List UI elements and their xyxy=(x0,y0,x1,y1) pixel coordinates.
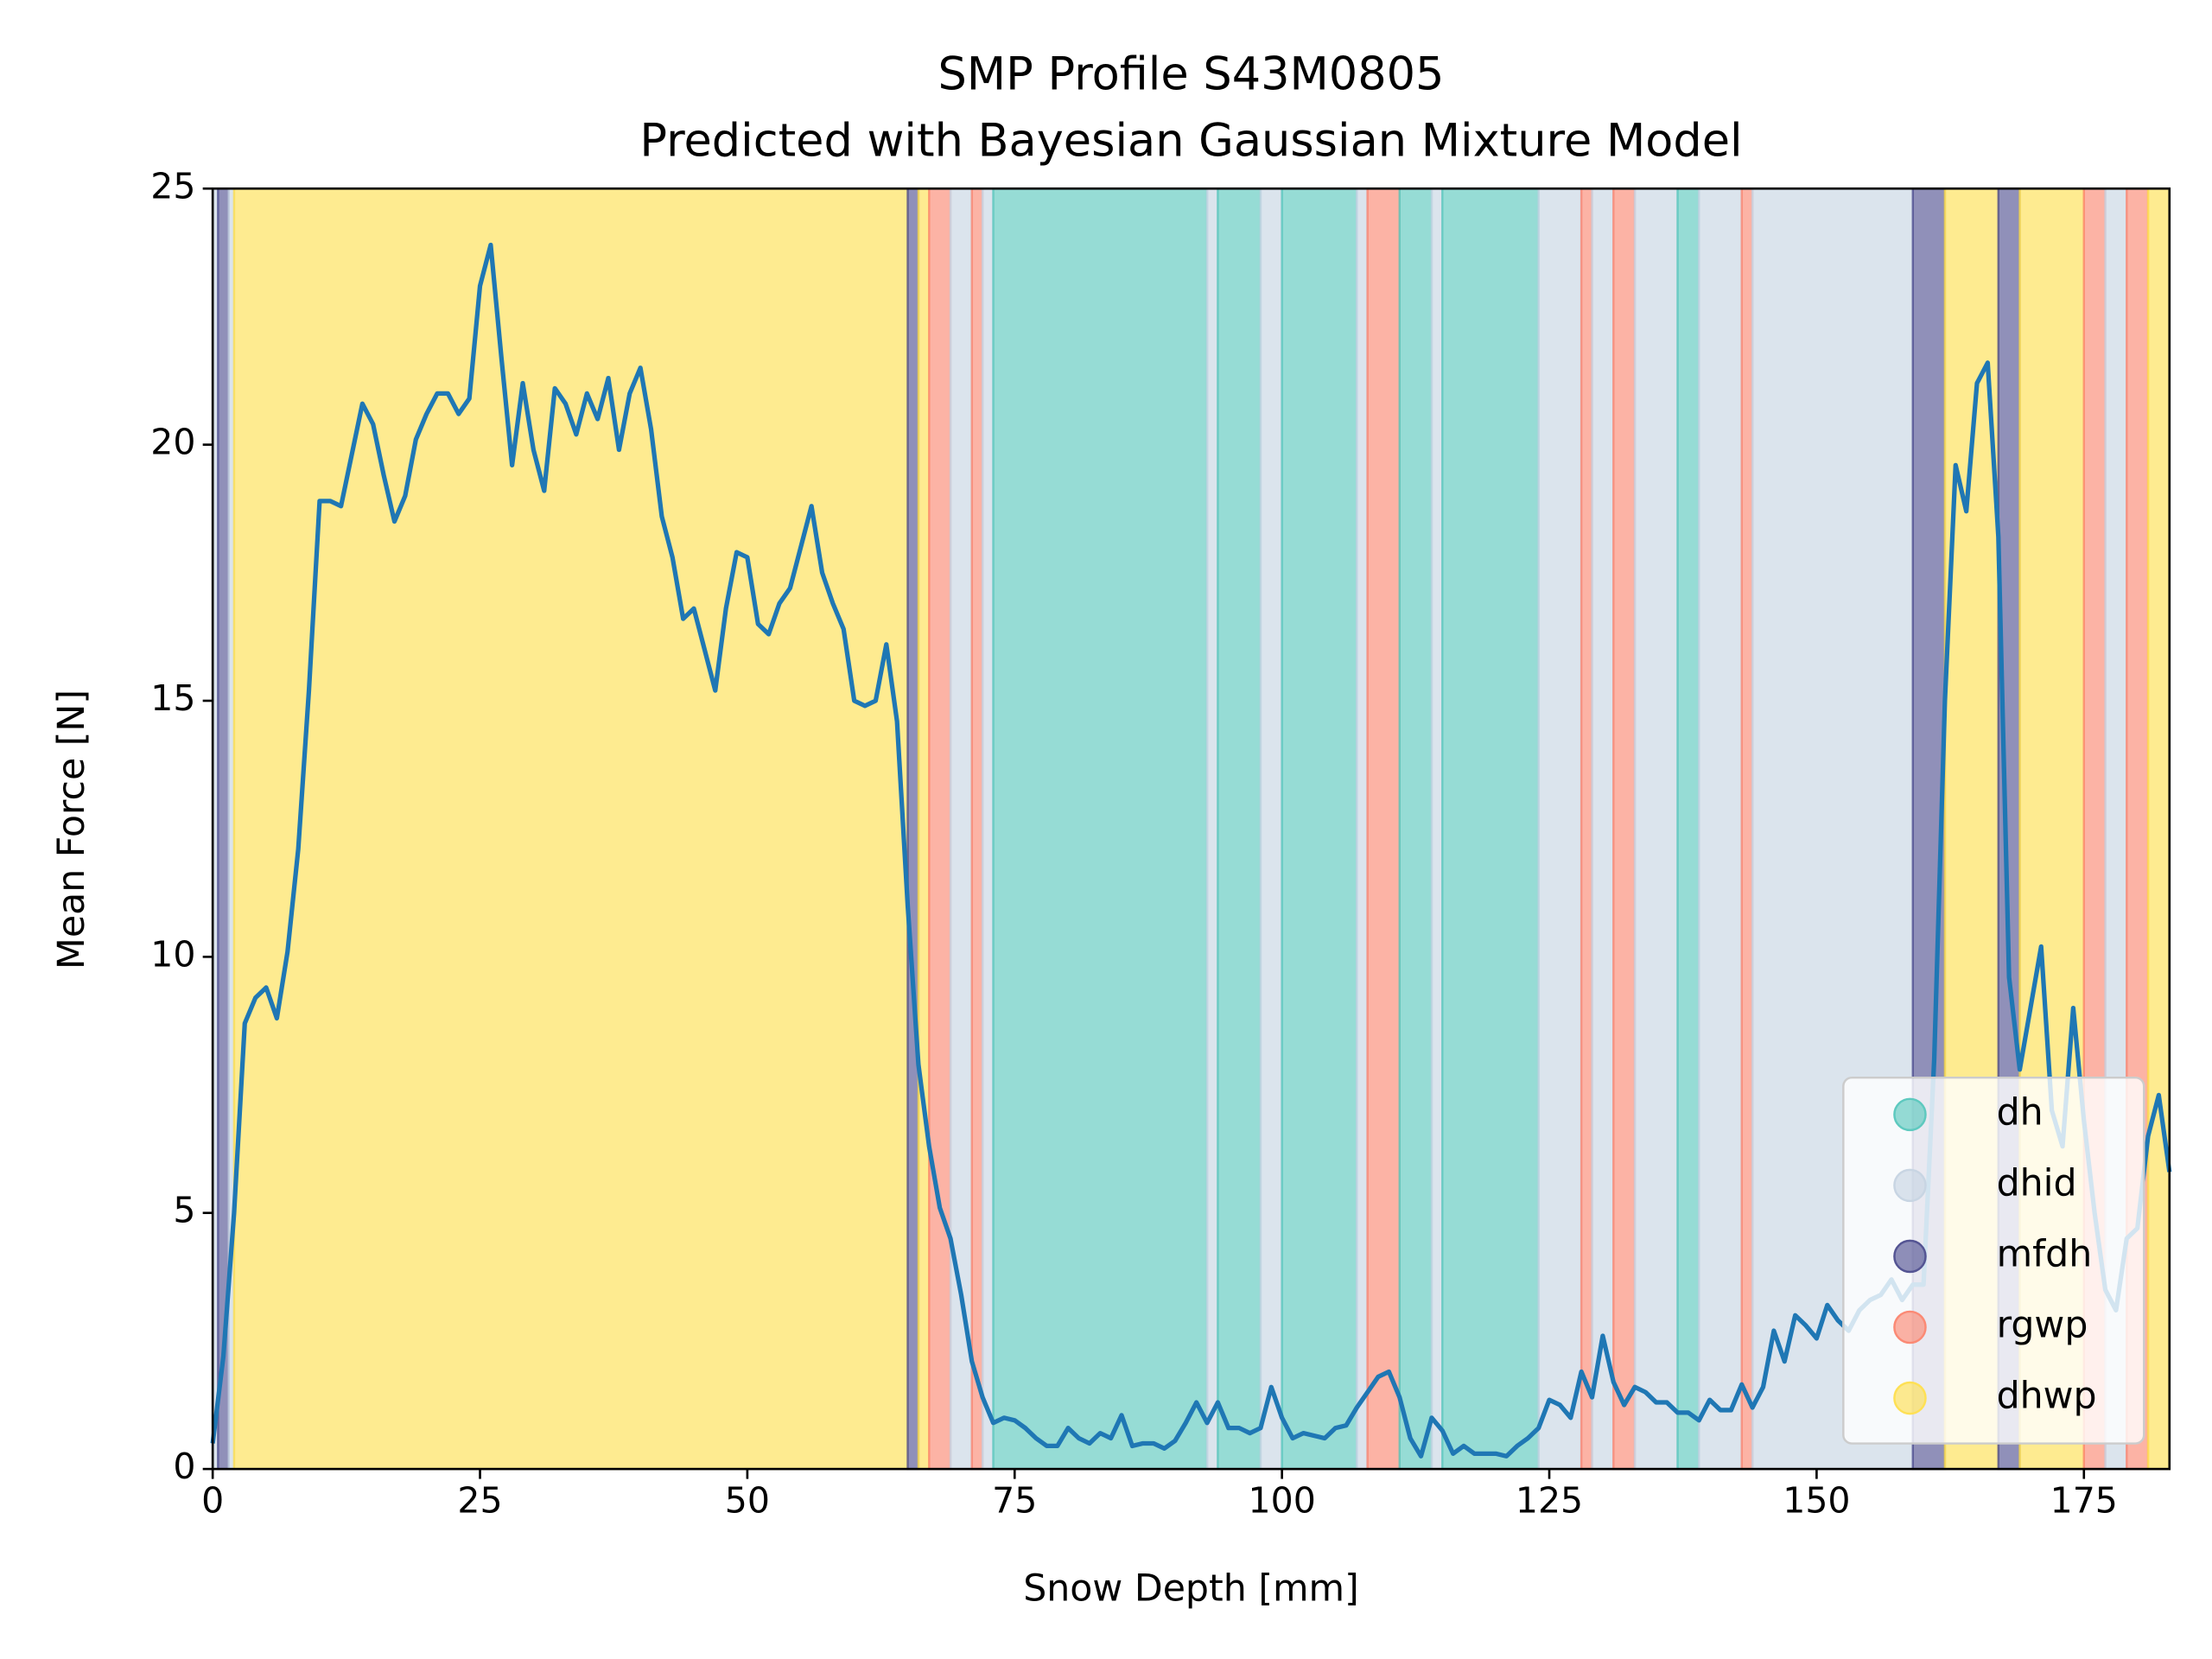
class-span xyxy=(1591,188,1615,1471)
class-span xyxy=(906,188,920,1471)
class-span xyxy=(1430,188,1444,1471)
class-span xyxy=(1205,188,1219,1471)
y-axis-label: Mean Force [N] xyxy=(50,690,93,969)
class-span xyxy=(1537,188,1583,1471)
plot-frame xyxy=(211,187,2171,1471)
class-span xyxy=(232,188,909,1471)
x-tick-label: 25 xyxy=(457,1479,502,1521)
class-span xyxy=(981,188,995,1471)
legend-marker xyxy=(1893,1310,1927,1344)
legend-label: mfdh xyxy=(1997,1232,2093,1275)
x-tick-label: 175 xyxy=(2050,1479,2118,1521)
legend-label: rgwp xyxy=(1997,1304,2088,1347)
class-span xyxy=(970,188,984,1471)
legend-marker xyxy=(1893,1168,1927,1203)
x-tick-label: 150 xyxy=(1783,1479,1850,1521)
class-span xyxy=(917,188,931,1471)
legend-label: dhwp xyxy=(1997,1375,2097,1418)
class-span xyxy=(1217,188,1262,1471)
class-span xyxy=(1259,188,1283,1471)
y-tick-label: 0 xyxy=(173,1446,195,1487)
class-span xyxy=(1612,188,1637,1471)
class-span xyxy=(1633,188,1679,1471)
class-span xyxy=(992,188,1209,1471)
legend-label: dhid xyxy=(1997,1161,2077,1205)
class-span xyxy=(949,188,974,1471)
x-tick-label: 75 xyxy=(992,1479,1037,1521)
axes: 0 25 50 75 100 125 150 175 0 5 10 15 20 25 xyxy=(150,165,2118,1521)
legend-box xyxy=(1842,1076,2145,1445)
class-span xyxy=(1281,188,1358,1471)
x-tick-label: 100 xyxy=(1249,1479,1316,1521)
y-tick-label: 15 xyxy=(150,677,195,719)
legend-label: dh xyxy=(1997,1090,2044,1134)
class-span xyxy=(1698,188,1744,1471)
y-tick-label: 5 xyxy=(173,1190,195,1231)
legend-marker xyxy=(1893,1239,1927,1274)
x-tick-label: 0 xyxy=(201,1479,224,1521)
class-span xyxy=(1676,188,1700,1471)
class-span xyxy=(1441,188,1540,1471)
class-span xyxy=(2146,188,2171,1471)
class-span xyxy=(1398,188,1433,1471)
y-tick-label: 10 xyxy=(150,933,195,975)
class-span xyxy=(1356,188,1369,1471)
class-span xyxy=(1740,188,1754,1471)
x-tick-label: 125 xyxy=(1516,1479,1583,1521)
y-tick-label: 25 xyxy=(150,165,195,207)
chart-title: SMP Profile S43M0805 xyxy=(938,48,1444,100)
legend-marker xyxy=(1893,1381,1927,1415)
class-span xyxy=(928,188,952,1471)
x-tick-label: 50 xyxy=(725,1479,770,1521)
y-tick-label: 20 xyxy=(150,422,195,463)
chart-subtitle: Predicted with Bayesian Gaussian Mixture… xyxy=(639,114,1742,167)
x-axis-label: Snow Depth [mm] xyxy=(1023,1567,1359,1611)
legend-marker xyxy=(1893,1097,1927,1132)
legend: dh dhid mfdh rgwp dhwp xyxy=(1842,1076,2145,1445)
class-span xyxy=(1366,188,1402,1471)
class-span xyxy=(1580,188,1593,1471)
